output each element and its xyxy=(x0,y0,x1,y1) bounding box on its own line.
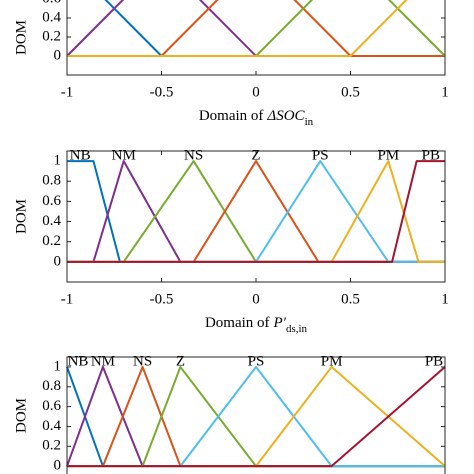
membership-line xyxy=(67,160,445,263)
y-axis-label: DOM xyxy=(13,398,29,433)
axes-frame xyxy=(66,150,446,283)
membership-line xyxy=(67,0,446,57)
set-label: PM xyxy=(377,148,399,164)
y-tick-label: 0.2 xyxy=(42,233,61,249)
x-tick-label: -1 xyxy=(61,84,74,100)
set-label: PB xyxy=(425,353,443,369)
y-tick-label: 0.2 xyxy=(42,28,61,44)
membership-line xyxy=(67,160,445,263)
x-axis-label-subscript: ds,in xyxy=(286,323,308,335)
set-label: NM xyxy=(91,353,115,369)
x-tick-label: -1 xyxy=(61,291,74,307)
y-tick-label: 0.8 xyxy=(42,378,61,394)
x-tick-label: -0.5 xyxy=(150,84,174,100)
x-tick-label: 0.5 xyxy=(341,291,360,307)
y-tick-label: 0.4 xyxy=(42,418,61,434)
y-axis-label: DOM xyxy=(13,199,29,234)
y-tick-label: 0 xyxy=(54,458,62,474)
set-label: Z xyxy=(176,353,185,369)
y-tick-label: 0.6 xyxy=(42,193,61,209)
membership-line xyxy=(67,160,445,263)
x-tick-label: 1 xyxy=(441,84,449,100)
set-label: PB xyxy=(422,148,440,164)
y-tick-label: 0 xyxy=(54,47,62,63)
x-axis-label-subscript: in xyxy=(305,116,314,128)
x-axis-label-symbol: P′ xyxy=(273,315,287,331)
x-axis-label-text: Domain of xyxy=(205,315,270,331)
x-tick-label: 1 xyxy=(441,291,449,307)
x-tick-label: -0.5 xyxy=(150,291,174,307)
set-label: NB xyxy=(68,353,89,369)
set-label: PS xyxy=(312,148,329,164)
x-axis-label-symbol: ΔSOC xyxy=(266,108,305,124)
subplot: 0 0.2 0.4 0.6 0.8 1 NB NM NS Z PS PM PB DOM xyxy=(13,353,446,474)
y-tick-label: 0 xyxy=(54,253,62,269)
membership-line xyxy=(67,160,445,263)
set-label: NS xyxy=(133,353,152,369)
set-label: PM xyxy=(321,353,343,369)
set-label: NM xyxy=(112,148,136,164)
membership-line xyxy=(67,160,445,263)
y-tick-label: 0.4 xyxy=(42,9,61,25)
y-tick-label: 1 xyxy=(54,358,62,374)
x-axis-label-text: Domain of xyxy=(199,108,264,124)
x-tick-label: 0 xyxy=(252,291,260,307)
membership-line xyxy=(67,160,445,263)
set-label: NS xyxy=(184,148,203,164)
membership-line xyxy=(67,0,408,57)
axes-frame xyxy=(66,356,446,474)
y-tick-label: 0.4 xyxy=(42,213,61,229)
y-tick-label: 0.8 xyxy=(42,173,61,189)
y-tick-label: 0.2 xyxy=(42,438,61,454)
set-label: NB xyxy=(70,148,91,164)
y-tick-label: 0.6 xyxy=(42,0,61,6)
axes-frame xyxy=(66,0,446,76)
membership-line xyxy=(66,0,445,57)
x-tick-label: 0 xyxy=(252,84,260,100)
x-axis-label: Domain of P′ds,in xyxy=(205,315,308,334)
y-tick-label: 1 xyxy=(54,153,62,169)
x-axis-label: Domain of ΔSOCin xyxy=(199,108,314,127)
x-tick-label: 0.5 xyxy=(341,84,360,100)
set-label: Z xyxy=(251,148,260,164)
subplot: 0 0.2 0.4 0.6 0.8 1 -1 -0.5 0 0.5 1 NB NM NS Z PS PM PB DO… xyxy=(13,148,448,335)
membership-line xyxy=(67,160,445,263)
y-tick-label: 0.6 xyxy=(42,398,61,414)
membership-line xyxy=(67,366,446,468)
y-axis-label: DOM xyxy=(13,20,29,55)
set-label: PS xyxy=(248,353,265,369)
membership-line xyxy=(104,0,445,57)
membership-line xyxy=(67,0,445,57)
